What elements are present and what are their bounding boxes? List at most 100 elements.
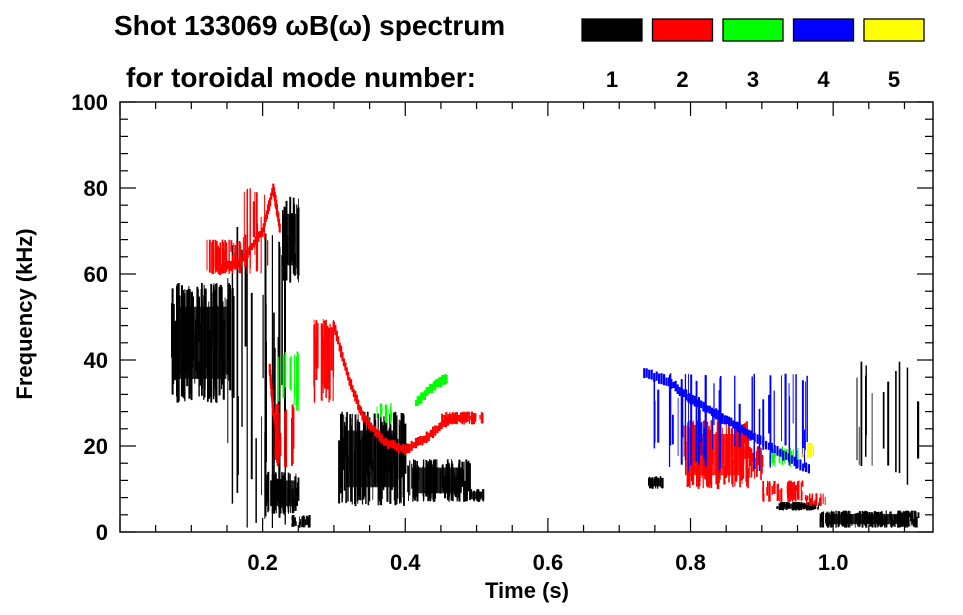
spectrum-streak: [766, 486, 768, 496]
legend-label-mode-5: 5: [888, 67, 900, 92]
spectrum-streak: [271, 235, 273, 528]
spectrum-streak: [469, 493, 472, 498]
spectrum-streak: [229, 289, 232, 391]
spectrum-streak: [774, 450, 776, 457]
spectrum-streak: [806, 450, 809, 458]
spectrum-streak: [376, 406, 378, 419]
y-tick-label: 60: [84, 262, 108, 287]
spectrum-streak: [299, 516, 300, 527]
spectrum-streak: [252, 201, 255, 238]
spectrum-streak: [467, 460, 470, 492]
spectrum-streak: [267, 240, 269, 266]
y-tick-label: 40: [84, 348, 108, 373]
spectrum-streak: [718, 390, 721, 472]
spectrum-streak: [213, 254, 215, 267]
spectrum-streak: [751, 376, 753, 435]
spectrum-streak: [779, 489, 781, 502]
spectrum-streak: [789, 485, 792, 501]
spectrum-region-mode-1: [266, 471, 300, 515]
spectrum-streak: [296, 205, 298, 275]
spectrum-streak: [227, 325, 230, 364]
spectrum-streak: [820, 496, 822, 505]
spectrum-streak: [778, 503, 781, 506]
x-tick-label: 0.8: [675, 550, 706, 575]
mode-track-3: [414, 374, 448, 407]
spectrum-streak: [809, 493, 811, 502]
spectrum-streak: [822, 493, 824, 504]
spectrum-streak: [806, 446, 808, 459]
spectrum-streak: [882, 392, 885, 449]
spectrum-streak: [753, 373, 755, 470]
spectrum-streak: [804, 495, 807, 501]
spectrum-streak: [788, 480, 791, 492]
spectrum-streak: [788, 383, 790, 466]
x-axis-label: Time (s): [485, 578, 569, 603]
spectrum-streak: [909, 520, 911, 527]
spectrum-streak: [468, 411, 470, 424]
spectrum-region-mode-1: [776, 501, 821, 511]
spectrum-streak: [307, 517, 309, 525]
spectrum-streak: [826, 514, 829, 525]
spectrum-streak: [915, 521, 917, 528]
spectrum-streak: [228, 284, 230, 357]
spectrum-streak: [388, 409, 390, 416]
spectrum-streak: [887, 381, 890, 466]
spectrum-streak: [295, 473, 297, 493]
spectrum-streak: [350, 475, 353, 502]
spectrum-streak: [300, 519, 301, 525]
spectrum-core: [412, 467, 462, 494]
spectrum-streak: [801, 490, 803, 501]
spectrum-streak: [794, 485, 797, 502]
spectrum-streak: [230, 240, 233, 252]
spectrum-streak: [750, 448, 753, 478]
spectrum-streak: [906, 511, 908, 528]
spectrum-streak: [791, 484, 794, 499]
spectrum-streak: [829, 512, 831, 525]
spectrum-streak: [917, 512, 920, 518]
spectrum-streak: [303, 515, 305, 528]
spectrum-streak: [865, 365, 867, 436]
spectrum-streak: [805, 381, 806, 451]
plot-area: [171, 183, 920, 528]
spectrum-streak: [297, 477, 300, 501]
spectrum-region-mode-1: [469, 489, 485, 502]
spectrum-streak: [713, 383, 715, 425]
spectrum-streak: [480, 413, 482, 424]
spectrum-streak: [895, 371, 897, 473]
spectrum-streak: [265, 341, 267, 463]
spectrum-streak: [332, 321, 334, 401]
spectrum-streak: [774, 452, 776, 462]
spectrum-streak: [237, 396, 239, 475]
spectrum-streak: [657, 389, 660, 443]
spectrum-streak: [470, 416, 472, 420]
spectrum-streak: [482, 489, 484, 502]
spectrum-core: [781, 503, 814, 509]
spectrum-region-mode-2: [762, 480, 804, 502]
spectrum-streak: [206, 239, 208, 271]
spectrum-region-mode-5: [802, 442, 815, 459]
spectrum-streak: [218, 247, 220, 266]
spectrum-streak: [280, 432, 282, 456]
mode-track-4: [643, 368, 811, 474]
spectrum-streak: [266, 480, 268, 507]
spectrum-streak: [747, 468, 749, 489]
spectrum-streak: [806, 497, 808, 506]
spectrum-streak: [747, 430, 749, 459]
legend-swatch-mode-3: [722, 18, 784, 42]
spectrum-streak: [313, 325, 315, 387]
spectrum-streak: [208, 239, 211, 273]
spectrum-streak: [228, 239, 230, 274]
spectrum-streak: [695, 380, 698, 462]
spectrum-core: [177, 306, 227, 379]
spectrum-streak: [317, 333, 319, 367]
spectrum-streak: [217, 245, 219, 274]
spectrum-streak: [223, 250, 226, 260]
spectrum-streak: [314, 324, 316, 403]
spectrum-streak: [266, 474, 269, 488]
spectrum-streak: [818, 504, 819, 509]
spectrum-streak: [704, 375, 707, 467]
spectrum-streak: [296, 351, 299, 400]
spectrum-streak: [297, 208, 299, 280]
spectrum-streak: [304, 516, 306, 528]
spectrum-streak: [177, 358, 179, 403]
